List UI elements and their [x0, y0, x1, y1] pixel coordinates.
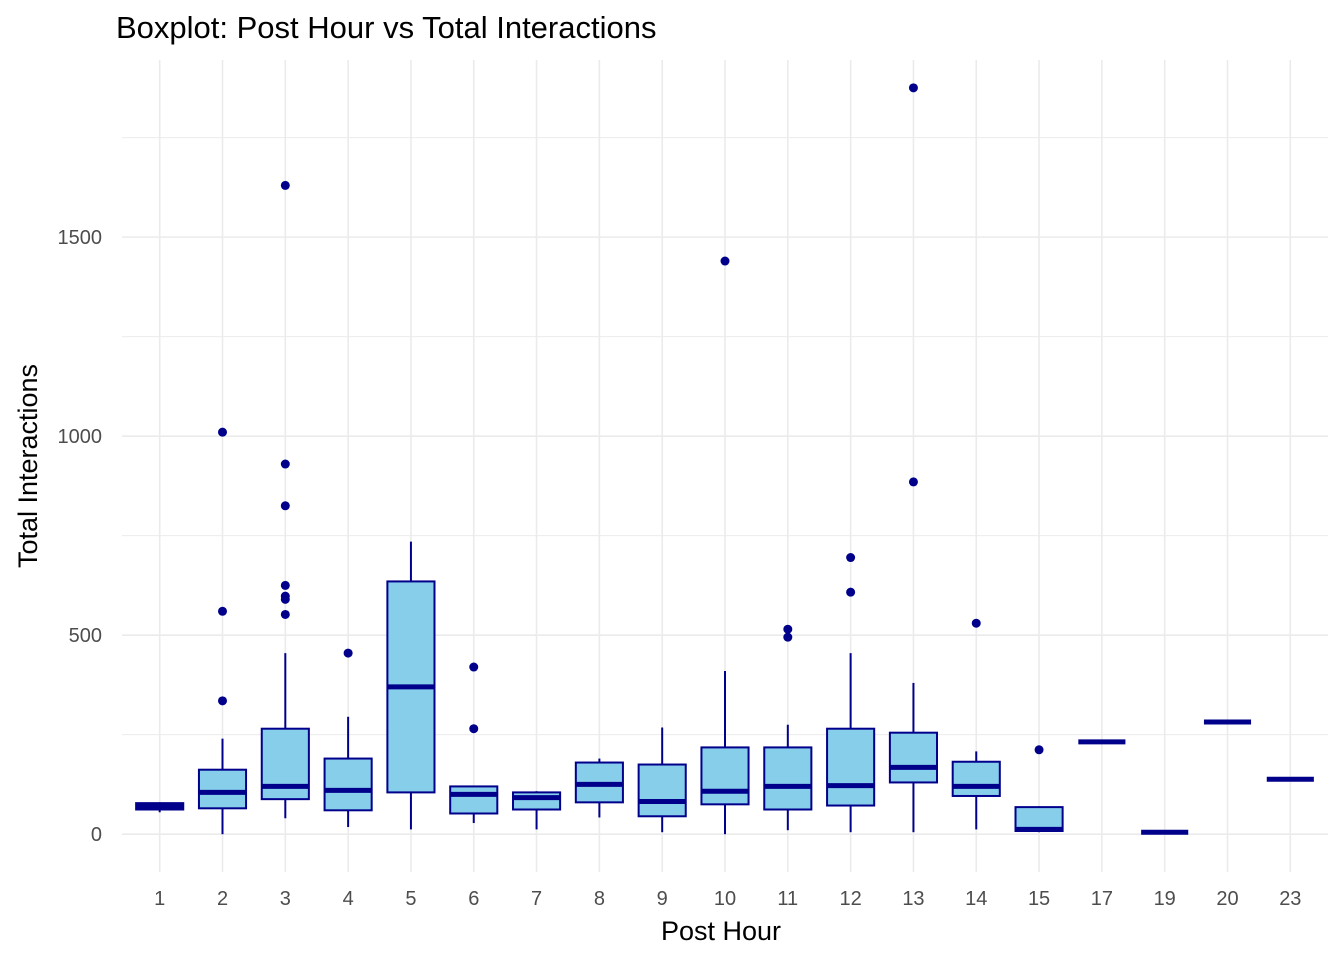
box-group: [1014, 745, 1064, 833]
axis-layer: Post Hour Total Interactions 0 500 1000 150…: [13, 227, 1301, 946]
chart-title: Boxplot: Post Hour vs Total Interactions: [116, 10, 657, 45]
outlier-point: [846, 553, 856, 563]
box-group: [449, 662, 499, 824]
box: [951, 760, 1001, 797]
outlier-point: [783, 624, 793, 634]
outlier-point: [908, 477, 918, 487]
outlier-point: [280, 580, 290, 590]
y-tick-label: 1500: [58, 227, 103, 249]
box-group: [574, 758, 624, 818]
outlier-point: [846, 587, 856, 597]
box: [826, 727, 876, 807]
outlier-point: [280, 609, 290, 619]
box: [637, 763, 687, 818]
y-tick-label: 1000: [58, 426, 103, 448]
box-group: [135, 802, 185, 813]
y-axis-title: Total Interactions: [13, 364, 43, 568]
box-group: [260, 180, 310, 819]
x-axis-title: Post Hour: [661, 916, 781, 946]
x-tick-label: 13: [902, 888, 924, 910]
outlier-point: [280, 591, 290, 601]
x-tick-label: 3: [280, 888, 291, 910]
x-tick-label: 2: [217, 888, 228, 910]
box: [763, 746, 813, 811]
x-tick-label: 1: [154, 888, 165, 910]
x-tick-label: 15: [1028, 888, 1050, 910]
box-group: [323, 648, 373, 828]
box: [323, 757, 373, 812]
y-tick-label: 0: [91, 824, 102, 846]
box: [512, 791, 562, 811]
box-group: [386, 541, 436, 830]
box: [449, 785, 499, 815]
box: [888, 731, 938, 784]
box-group: [888, 83, 938, 833]
box-group: [197, 427, 248, 835]
box: [700, 746, 750, 806]
x-tick-label: 12: [840, 888, 862, 910]
outlier-point: [1034, 745, 1044, 755]
x-tick-label: 11: [777, 888, 798, 910]
x-tick-label: 19: [1154, 888, 1176, 910]
outlier-point: [908, 83, 918, 93]
box-layer: [135, 83, 1314, 835]
x-tick-label: 9: [657, 888, 668, 910]
box-group: [763, 624, 813, 831]
y-tick-label: 500: [69, 625, 102, 647]
outlier-point: [218, 696, 227, 706]
x-tick-label: 20: [1216, 888, 1238, 910]
x-tick-label: 5: [405, 888, 416, 910]
outlier-point: [469, 662, 479, 672]
x-tick-label: 7: [531, 888, 542, 910]
outlier-point: [469, 724, 479, 734]
x-tick-label: 17: [1091, 888, 1113, 910]
box-group: [951, 618, 1001, 830]
outlier-point: [218, 606, 227, 616]
x-tick-label: 4: [343, 888, 354, 910]
box-group: [512, 791, 562, 830]
outlier-point: [971, 618, 981, 628]
outlier-point: [783, 632, 793, 642]
outlier-point: [218, 427, 227, 437]
box-group: [826, 553, 876, 833]
x-tick-label: 14: [965, 888, 987, 910]
outlier-point: [280, 180, 290, 190]
box-group: [700, 256, 750, 835]
x-tick-label: 6: [468, 888, 479, 910]
outlier-point: [720, 256, 730, 266]
box-group: [637, 727, 687, 833]
x-tick-label: 8: [594, 888, 605, 910]
x-tick-label: 23: [1279, 888, 1301, 910]
x-tick-label: 10: [714, 888, 736, 910]
outlier-point: [343, 648, 353, 658]
outlier-point: [280, 459, 290, 469]
outlier-point: [280, 501, 290, 511]
box: [197, 768, 248, 810]
